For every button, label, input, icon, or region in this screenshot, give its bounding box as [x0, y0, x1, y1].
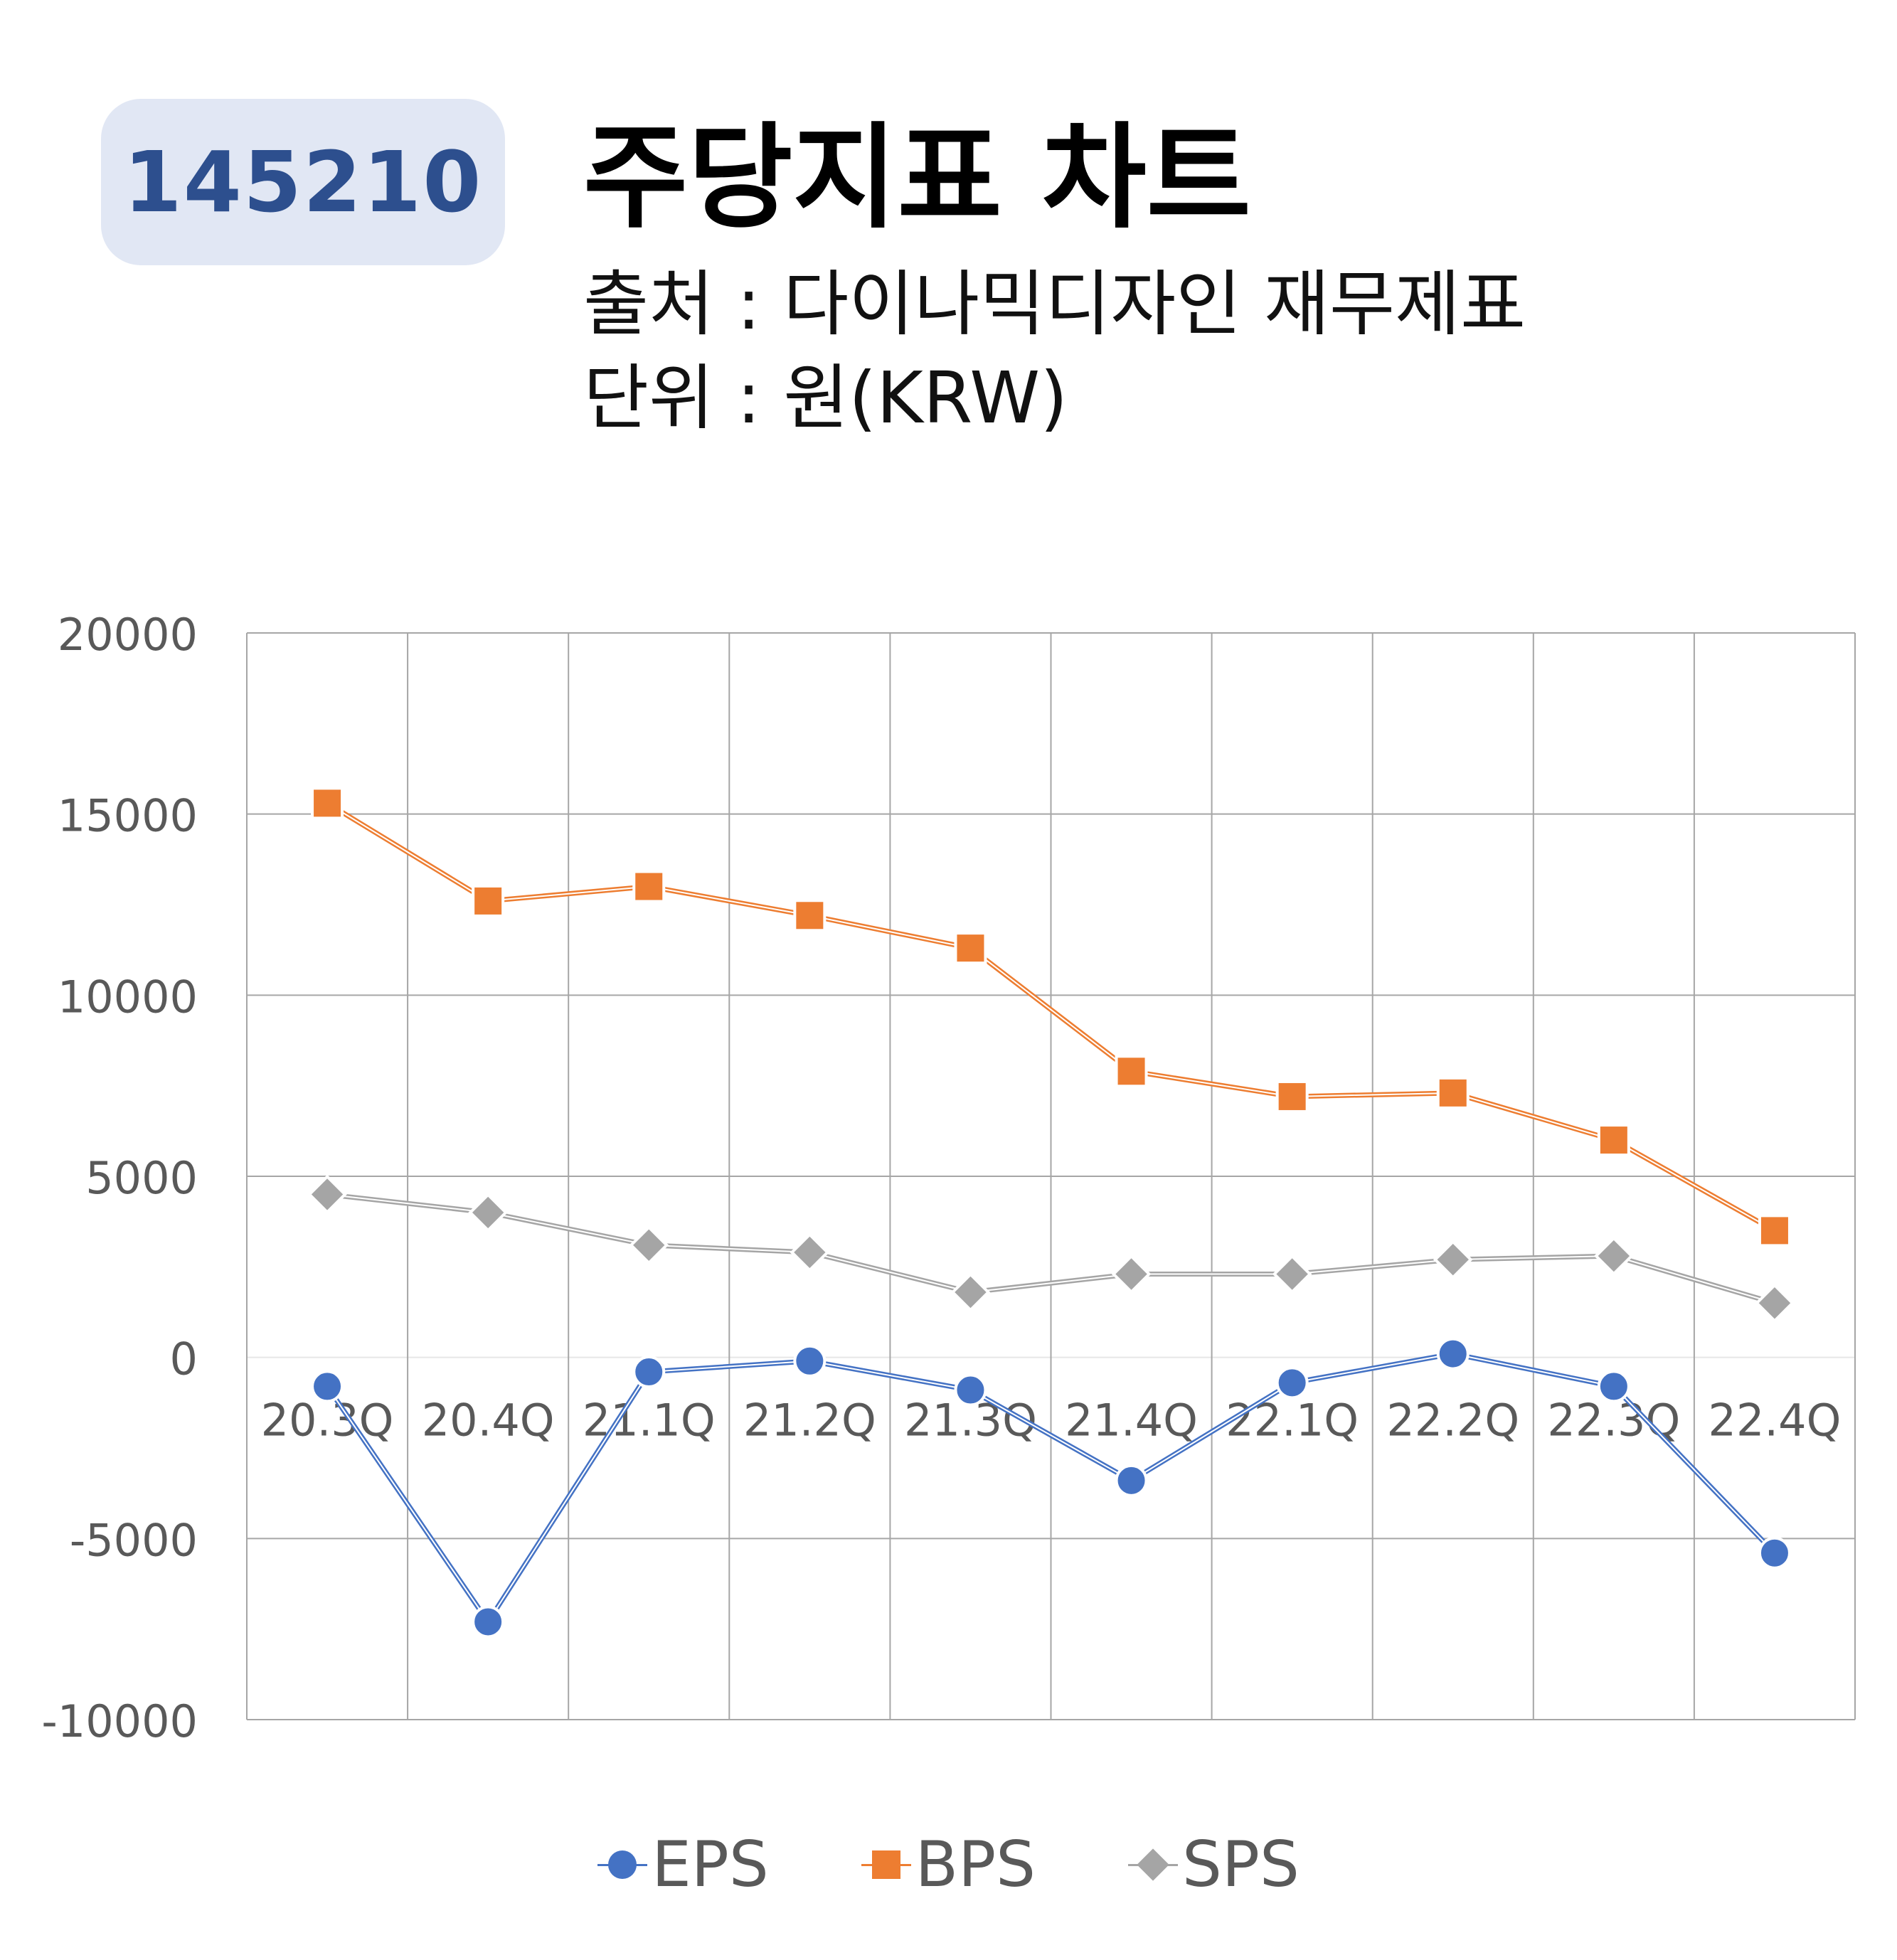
series-line	[326, 1353, 1775, 1624]
bps-point	[793, 899, 827, 932]
y-axis-ticks: 20000 15000 10000 5000 0 -5000 -10000	[41, 609, 198, 1747]
y-tick-label: 20000	[58, 609, 198, 661]
source-text: 출처 : 다이나믹디자인 재무제표	[583, 262, 1526, 346]
series-group	[307, 787, 1795, 1639]
sps-point	[950, 1272, 991, 1312]
sps-point	[1111, 1254, 1152, 1294]
legend-diamond-icon	[1128, 1848, 1179, 1881]
eps-point	[1597, 1370, 1630, 1403]
legend-circle-icon	[597, 1850, 648, 1879]
eps-point	[1275, 1366, 1309, 1400]
eps-point	[1758, 1536, 1791, 1570]
legend-item-eps: EPS	[597, 1828, 769, 1901]
x-tick-label: 21.1Q	[583, 1395, 716, 1447]
eps-point	[1115, 1464, 1148, 1497]
bps-point	[1115, 1055, 1148, 1088]
sps-point	[468, 1193, 508, 1232]
x-tick-label: 22.1Q	[1226, 1395, 1359, 1447]
sps-point	[1594, 1236, 1634, 1276]
y-tick-label: 10000	[58, 971, 198, 1023]
series-line	[326, 1193, 1775, 1304]
bps-point	[632, 870, 666, 903]
bps-point	[954, 932, 987, 965]
legend-square-icon	[861, 1850, 911, 1879]
sps-point	[629, 1225, 669, 1265]
y-tick-label: -10000	[41, 1695, 198, 1747]
legend-label: SPS	[1182, 1828, 1300, 1901]
legend-label: BPS	[915, 1828, 1036, 1901]
y-tick-label: 0	[170, 1333, 198, 1385]
bps-point	[311, 787, 344, 820]
bps-point	[472, 884, 505, 917]
x-tick-label: 22.3Q	[1547, 1395, 1680, 1447]
unit-text: 단위 : 원(KRW)	[583, 356, 1068, 440]
x-tick-label: 22.2Q	[1386, 1395, 1519, 1447]
eps-point	[793, 1344, 827, 1378]
eps-point	[472, 1605, 505, 1639]
stock-code: 145210	[123, 133, 483, 231]
x-tick-label: 20.3Q	[261, 1395, 394, 1447]
y-tick-label: -5000	[70, 1514, 198, 1566]
y-tick-label: 5000	[85, 1152, 198, 1204]
grid-lines	[246, 632, 1856, 1720]
legend-item-bps: BPS	[861, 1828, 1036, 1901]
sps-point	[1272, 1254, 1312, 1294]
bps-point	[1436, 1076, 1470, 1109]
sps-point	[1433, 1240, 1473, 1279]
bps-point	[1758, 1214, 1791, 1247]
eps-point	[954, 1373, 987, 1407]
y-tick-label: 15000	[58, 790, 198, 842]
series-sps	[307, 1174, 1795, 1323]
series-line	[326, 802, 1775, 1232]
bps-point	[1597, 1124, 1630, 1157]
x-tick-label: 21.2Q	[743, 1395, 876, 1447]
eps-point	[311, 1370, 344, 1403]
chart-title: 주당지표 차트	[583, 111, 1251, 244]
stock-code-badge: 145210	[101, 99, 505, 265]
series-bps	[311, 787, 1791, 1247]
sps-point	[790, 1232, 830, 1272]
eps-point	[1436, 1337, 1470, 1370]
eps-point	[632, 1356, 666, 1389]
series-eps	[311, 1337, 1791, 1639]
legend-item-sps: SPS	[1128, 1828, 1300, 1901]
bps-point	[1275, 1080, 1309, 1113]
x-tick-label: 22.4Q	[1709, 1395, 1842, 1447]
legend-label: EPS	[652, 1828, 769, 1901]
x-tick-label: 20.4Q	[422, 1395, 555, 1447]
x-axis-ticks: 20.3Q 20.4Q 21.1Q 21.2Q 21.3Q 21.4Q 22.1Q 22.2Q…	[261, 1395, 1842, 1447]
legend: EPS BPS SPS	[0, 1828, 1897, 1901]
x-tick-label: 21.4Q	[1065, 1395, 1198, 1447]
sps-point	[307, 1174, 347, 1215]
sps-point	[1755, 1283, 1795, 1323]
